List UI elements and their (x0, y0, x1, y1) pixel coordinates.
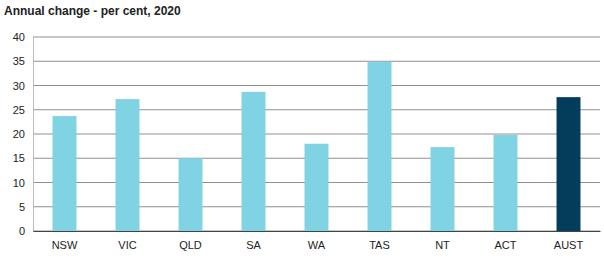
grid-line (33, 37, 600, 38)
x-tick-label: NT (435, 239, 450, 251)
y-tick-label: 20 (13, 128, 25, 140)
y-tick-label: 5 (19, 201, 25, 213)
y-tick: 40 (13, 31, 33, 43)
bar (557, 97, 581, 231)
y-tick-label: 40 (13, 31, 25, 43)
y-axis: 0 5 10 15 20 25 30 35 40 (13, 31, 34, 237)
bar (116, 99, 140, 231)
bar (494, 135, 518, 231)
x-tick: NSW (52, 231, 78, 251)
y-tick-label: 35 (13, 55, 25, 67)
bar (431, 147, 455, 231)
x-tick-label: AUST (554, 239, 584, 251)
x-tick: VIC (118, 231, 136, 251)
grid-line (33, 61, 600, 62)
y-tick-label: 15 (13, 152, 25, 164)
x-tick-label: ACT (495, 239, 517, 251)
x-tick-label: VIC (118, 239, 136, 251)
x-tick: SA (246, 231, 261, 251)
y-tick-label: 10 (13, 177, 25, 189)
x-tick: NT (435, 231, 450, 251)
x-tick-label: SA (246, 239, 261, 251)
grid-line (33, 85, 600, 86)
bar (305, 144, 329, 231)
y-tick-label: 0 (19, 225, 25, 237)
title: Annual change - per cent, 2020 (4, 4, 181, 18)
y-tick: 35 (13, 55, 33, 67)
bar (179, 158, 203, 231)
y-tick: 30 (13, 80, 33, 92)
x-tick: TAS (369, 231, 390, 251)
x-tick-label: QLD (179, 239, 202, 251)
y-tick: 0 (19, 225, 33, 237)
x-tick-label: WA (308, 239, 326, 251)
y-tick: 10 (13, 177, 33, 189)
x-tick: WA (308, 231, 326, 251)
bars (53, 62, 581, 231)
x-axis: NSW VIC QLD SA WA TAS NT ACT AUST (34, 231, 601, 251)
y-tick-label: 25 (13, 104, 25, 116)
y-axis-line (33, 38, 34, 232)
y-tick: 15 (13, 152, 33, 164)
plot: 0 5 10 15 20 25 30 35 40 NSW VIC QLD SA WA TAS NT ACT AUS… (13, 31, 601, 251)
x-tick-label: TAS (369, 239, 390, 251)
x-tick-label: NSW (52, 239, 78, 251)
grid (33, 37, 600, 231)
bar (368, 62, 392, 231)
x-tick: AUST (554, 231, 584, 251)
y-tick-label: 30 (13, 80, 25, 92)
y-tick: 25 (13, 104, 33, 116)
x-tick: ACT (495, 231, 517, 251)
y-tick: 20 (13, 128, 33, 140)
y-tick: 5 (19, 201, 33, 213)
chart: Annual change - per cent, 2020 0 5 10 15 20 25… (0, 0, 604, 265)
bar (53, 116, 77, 231)
bar (242, 92, 266, 231)
x-axis-line (34, 231, 601, 232)
x-tick: QLD (179, 231, 202, 251)
